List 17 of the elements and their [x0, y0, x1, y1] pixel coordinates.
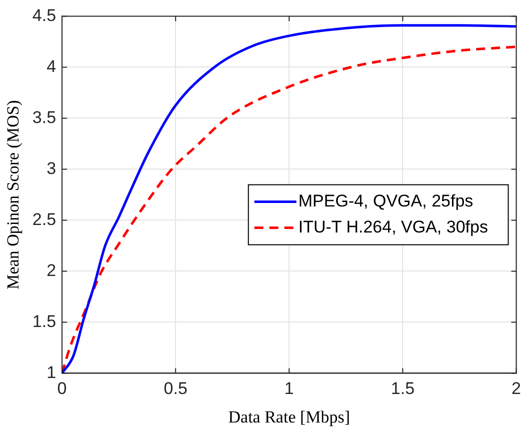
x-axis-title: Data Rate [Mbps]: [228, 407, 350, 426]
x-tick-label: 1.5: [390, 379, 415, 398]
x-tick-label: 0.5: [164, 379, 188, 398]
y-tick-label: 3.5: [32, 108, 56, 127]
y-tick-label: 4.5: [32, 6, 56, 25]
y-tick-label: 1: [46, 362, 56, 382]
y-axis-title: Mean Opinon Score (MOS): [4, 100, 23, 290]
y-tick-label: 1.5: [32, 312, 56, 331]
x-tick-label: 2: [512, 379, 522, 398]
y-tick-label: 4: [46, 56, 56, 76]
y-tick-label: 2: [46, 260, 56, 280]
legend-label: ITU-T H.264, VGA, 30fps: [298, 217, 488, 236]
y-tick-label: 3: [46, 158, 56, 178]
x-tick-label: 0: [57, 379, 67, 398]
legend-label: MPEG-4, QVGA, 25fps: [298, 191, 474, 210]
y-tick-label: 2.5: [32, 210, 56, 229]
x-tick-label: 1: [284, 379, 294, 398]
